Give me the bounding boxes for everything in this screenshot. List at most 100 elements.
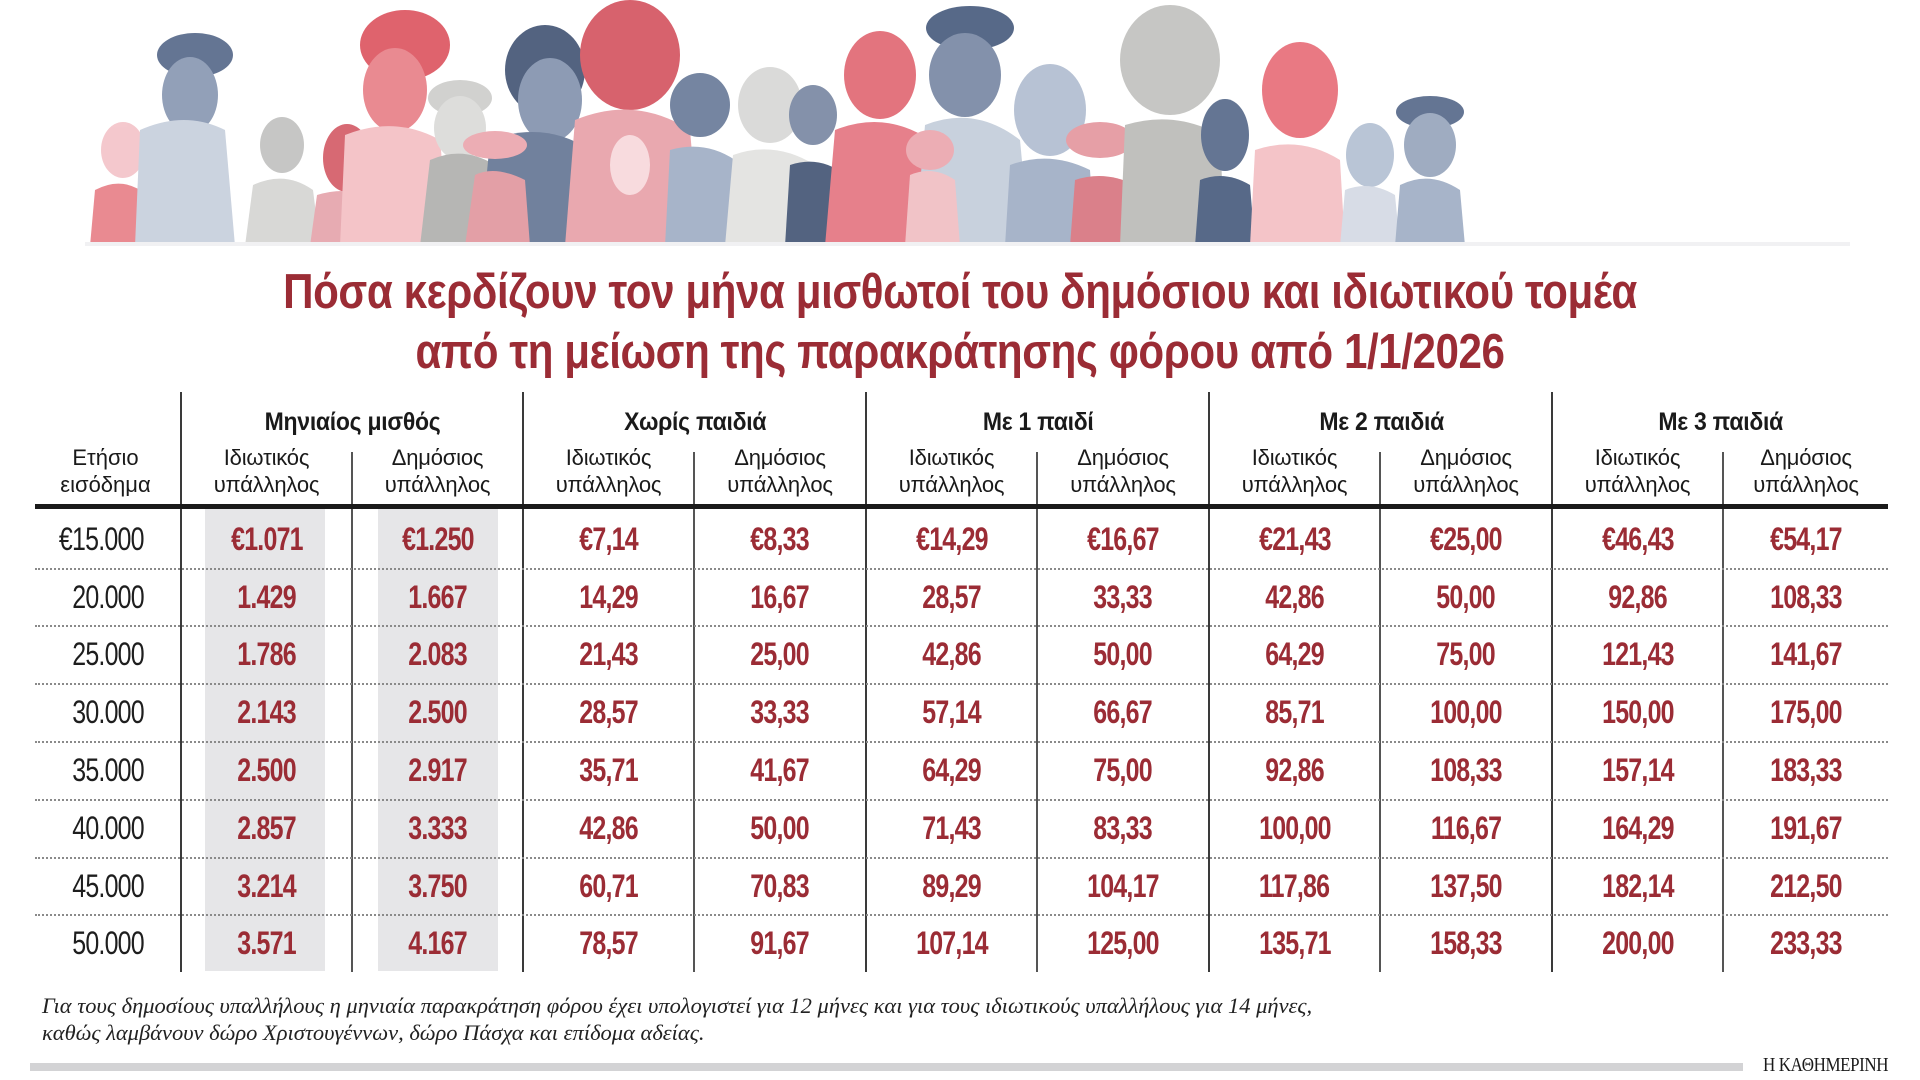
subcolumn-divider: [1722, 452, 1724, 972]
value-cell: 2.143: [237, 694, 296, 730]
value-cell: 107,14: [915, 925, 988, 961]
value-cell: 183,33: [1770, 752, 1842, 788]
subheader-private: Ιδιωτικός υπάλληλος: [213, 445, 320, 497]
value-cell: 3.333: [408, 810, 467, 846]
value-cell: 1.667: [408, 579, 467, 615]
value-cell: 121,43: [1601, 636, 1674, 672]
value-cell: 135,71: [1258, 925, 1331, 961]
value-cell: 233,33: [1770, 925, 1842, 961]
value-cell: 64,29: [922, 752, 981, 788]
subheader-public: Δημόσιος υπάλληλος: [1753, 445, 1859, 497]
value-cell: 60,71: [579, 868, 638, 904]
value-cell: 1.429: [237, 579, 296, 615]
subcolumn-divider: [351, 452, 353, 972]
brand-logo: Η ΚΑΘΗΜΕΡΙΝΗ: [1762, 1054, 1888, 1076]
value-cell: 125,00: [1087, 925, 1159, 961]
value-cell: 78,57: [579, 925, 638, 961]
value-cell: 25,00: [750, 636, 810, 672]
value-cell: 100,00: [1430, 694, 1502, 730]
subcolumn-divider: [1379, 452, 1381, 972]
value-cell: 91,67: [750, 925, 810, 961]
row-separator: [35, 683, 1888, 685]
value-cell: 104,17: [1087, 868, 1159, 904]
tax-savings-table: Ετήσιο εισόδημα Μηνιαίος μισθός Χωρίς πα…: [35, 392, 1888, 972]
value-cell: 33,33: [750, 694, 810, 730]
value-cell: 3.750: [408, 868, 467, 904]
chart-title: Πόσα κερδίζουν τον μήνα μισθωτοί του δημ…: [0, 262, 1920, 382]
row-header-annual-income: Ετήσιο εισόδημα: [60, 445, 151, 497]
subheader-public: Δημόσιος υπάλληλος: [1413, 445, 1519, 497]
value-cell: 164,29: [1601, 810, 1674, 846]
value-cell: 66,67: [1093, 694, 1153, 730]
subcolumn-divider: [1036, 452, 1038, 972]
people-silhouettes-icon: [85, 0, 1850, 246]
value-cell: 70,83: [750, 868, 810, 904]
subheader-public: Δημόσιος υπάλληλος: [384, 445, 491, 497]
value-cell: €16,67: [1087, 521, 1159, 557]
value-cell: 71,43: [922, 810, 981, 846]
value-cell: 137,50: [1430, 868, 1502, 904]
annual-income-cell: 40.000: [72, 810, 144, 846]
group-header-no-children: Χωρίς παιδιά: [624, 408, 767, 436]
value-cell: 35,71: [579, 752, 638, 788]
annual-income-cell: €15.000: [59, 521, 145, 557]
value-cell: 2.500: [408, 694, 467, 730]
group-header-monthly-salary: Μηνιαίος μισθός: [265, 408, 441, 436]
value-cell: 141,67: [1770, 636, 1842, 672]
row-separator: [35, 857, 1888, 859]
value-cell: 212,50: [1770, 868, 1842, 904]
subheader-private: Ιδιωτικός υπάλληλος: [555, 445, 662, 497]
value-cell: 50,00: [1093, 636, 1153, 672]
footer-bar: [30, 1063, 1743, 1071]
value-cell: €8,33: [750, 521, 810, 557]
value-cell: 182,14: [1601, 868, 1674, 904]
value-cell: €1.250: [401, 521, 474, 557]
column-divider: [865, 392, 867, 972]
value-cell: 42,86: [922, 636, 981, 672]
value-cell: €7,14: [579, 521, 638, 557]
value-cell: 14,29: [579, 579, 638, 615]
column-divider: [1208, 392, 1210, 972]
row-separator: [35, 799, 1888, 801]
value-cell: 33,33: [1093, 579, 1153, 615]
value-cell: 85,71: [1265, 694, 1324, 730]
value-cell: 117,86: [1259, 868, 1330, 904]
value-cell: €1.071: [230, 521, 303, 557]
value-cell: €46,43: [1601, 521, 1674, 557]
value-cell: 1.786: [237, 636, 296, 672]
value-cell: 92,86: [1265, 752, 1324, 788]
value-cell: €54,17: [1770, 521, 1842, 557]
header-rule: [35, 504, 1888, 509]
value-cell: 50,00: [1436, 579, 1496, 615]
subheader-public: Δημόσιος υπάλληλος: [727, 445, 833, 497]
row-separator: [35, 914, 1888, 916]
value-cell: 158,33: [1430, 925, 1502, 961]
annual-income-cell: 20.000: [72, 579, 144, 615]
column-divider: [522, 392, 524, 972]
value-cell: 100,00: [1258, 810, 1331, 846]
value-cell: 42,86: [1265, 579, 1324, 615]
value-cell: €25,00: [1430, 521, 1502, 557]
value-cell: 64,29: [1265, 636, 1324, 672]
value-cell: 200,00: [1601, 925, 1674, 961]
row-separator: [35, 625, 1888, 627]
annual-income-cell: 50.000: [72, 925, 144, 961]
value-cell: 2.500: [237, 752, 296, 788]
value-cell: 75,00: [1093, 752, 1153, 788]
subheader-private: Ιδιωτικός υπάλληλος: [1584, 445, 1691, 497]
value-cell: €21,43: [1258, 521, 1331, 557]
group-header-2-children: Με 2 παιδιά: [1319, 408, 1444, 436]
value-cell: 150,00: [1601, 694, 1674, 730]
value-cell: 28,57: [579, 694, 638, 730]
row-separator: [35, 741, 1888, 743]
value-cell: 92,86: [1608, 579, 1667, 615]
footnote: Για τους δημοσίους υπαλλήλους η μηνιαία …: [42, 993, 1313, 1045]
column-divider: [180, 392, 182, 972]
workers-illustration: [85, 0, 1850, 246]
group-header-3-children: Με 3 παιδιά: [1658, 408, 1783, 436]
annual-income-cell: 30.000: [72, 694, 144, 730]
value-cell: 108,33: [1430, 752, 1502, 788]
subheader-private: Ιδιωτικός υπάλληλος: [1241, 445, 1348, 497]
value-cell: 28,57: [922, 579, 981, 615]
group-header-1-child: Με 1 παιδί: [983, 408, 1094, 436]
